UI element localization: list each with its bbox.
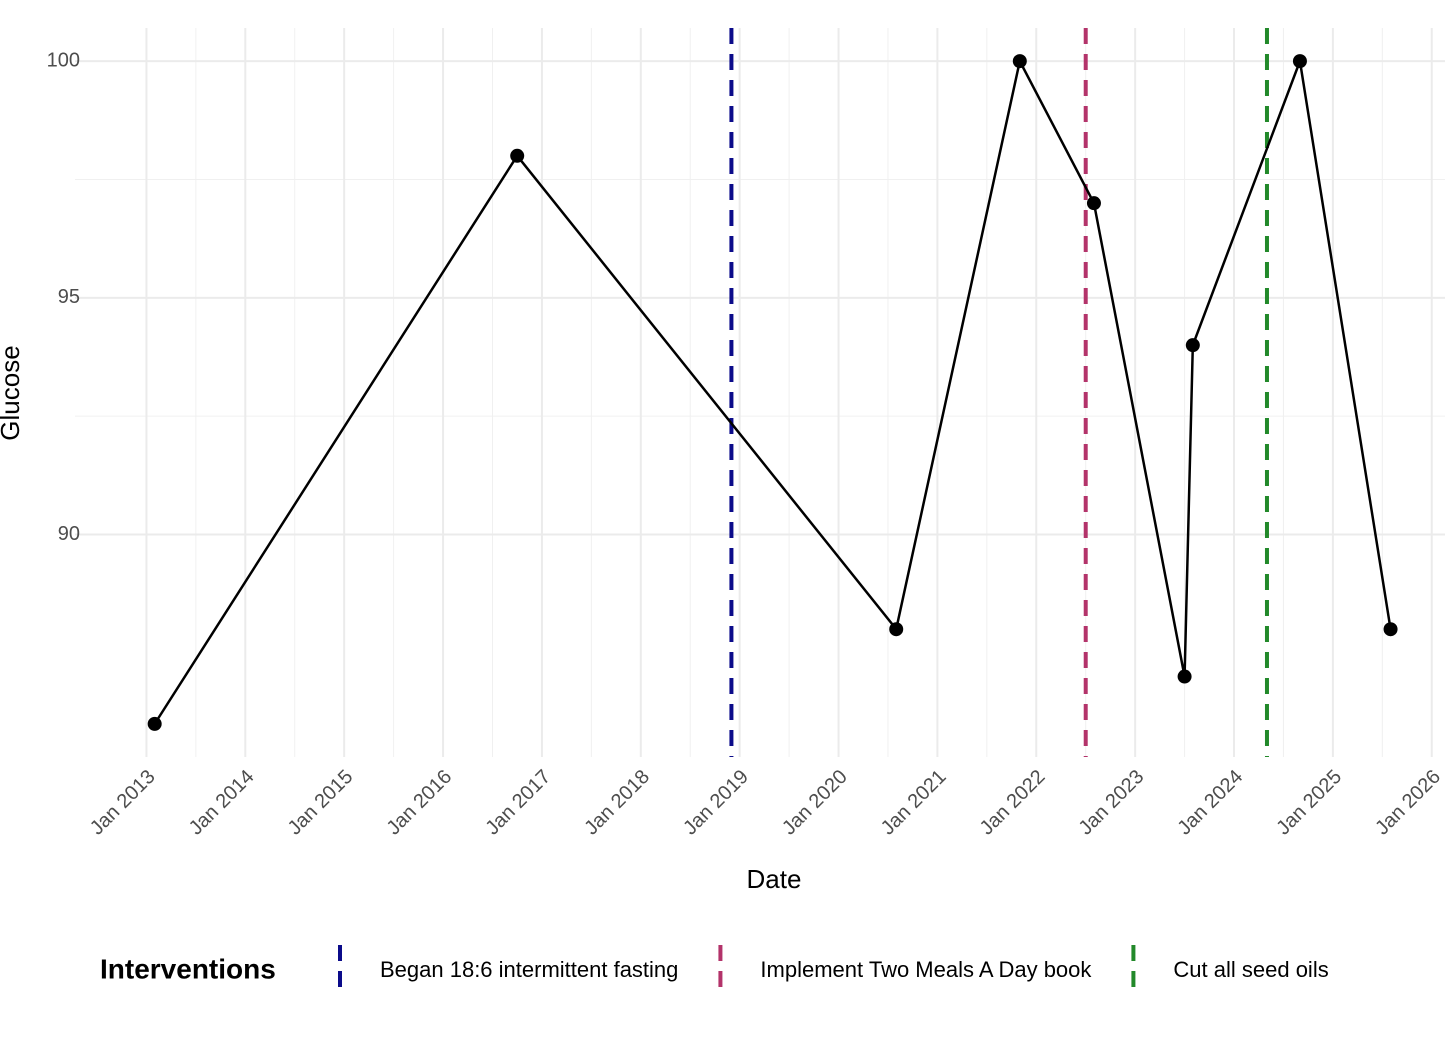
x-tick-label: Jan 2026 [1371, 766, 1445, 840]
y-axis-title: Glucose [0, 345, 25, 440]
legend-label: Implement Two Meals A Day book [760, 957, 1092, 982]
x-tick-label: Jan 2020 [778, 766, 852, 840]
y-tick-label: 100 [47, 49, 80, 71]
data-point [1383, 622, 1398, 637]
data-point [147, 716, 162, 731]
x-tick-label: Jan 2017 [481, 766, 555, 840]
legend-label: Began 18:6 intermittent fasting [380, 957, 678, 982]
legend-label: Cut all seed oils [1173, 957, 1328, 982]
legend-title: Interventions [100, 953, 276, 984]
x-tick-label: Jan 2016 [383, 766, 457, 840]
x-tick-label: Jan 2022 [976, 766, 1050, 840]
data-point [1177, 669, 1192, 684]
data-point [1086, 196, 1101, 211]
y-tick-label: 90 [58, 523, 80, 545]
data-point [889, 622, 904, 637]
data-point [510, 148, 525, 163]
x-tick-label: Jan 2013 [86, 766, 160, 840]
x-tick-label: Jan 2021 [877, 766, 951, 840]
x-tick-label: Jan 2014 [185, 766, 259, 840]
x-tick-label: Jan 2024 [1174, 766, 1248, 840]
x-axis-title: Date [747, 864, 802, 894]
x-tick-label: Jan 2018 [580, 766, 654, 840]
x-tick-label: Jan 2015 [284, 766, 358, 840]
data-point [1292, 54, 1307, 69]
x-tick-label: Jan 2025 [1272, 766, 1346, 840]
data-point [1012, 54, 1027, 69]
x-tick-label: Jan 2019 [679, 766, 753, 840]
data-line [153, 56, 1392, 725]
x-tick-label: Jan 2023 [1075, 766, 1149, 840]
data-point [1185, 338, 1200, 353]
y-tick-label: 95 [58, 286, 80, 308]
